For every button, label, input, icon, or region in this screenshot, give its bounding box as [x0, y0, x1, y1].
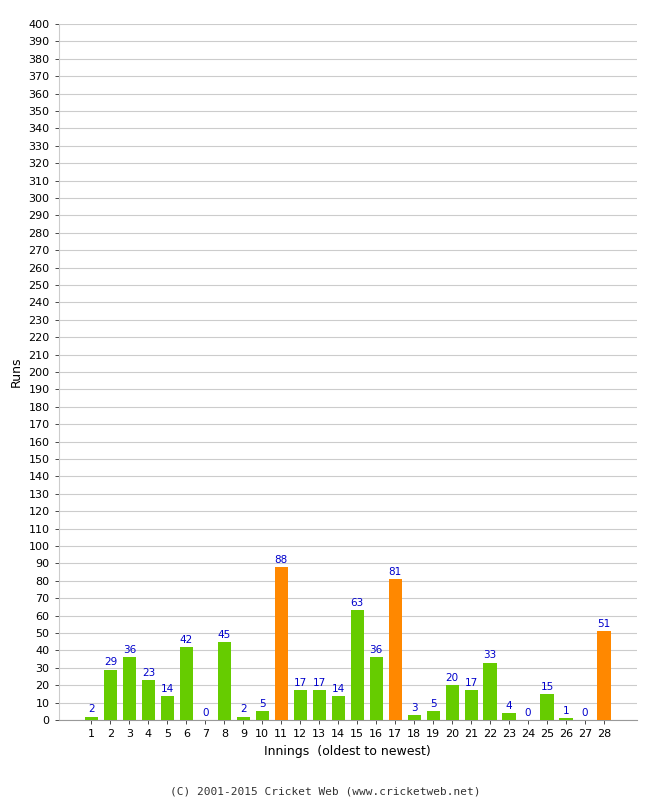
Bar — [255, 711, 269, 720]
Text: 17: 17 — [465, 678, 478, 688]
Text: 33: 33 — [484, 650, 497, 661]
Bar — [123, 658, 136, 720]
Text: 15: 15 — [541, 682, 554, 692]
Bar — [389, 579, 402, 720]
Text: 17: 17 — [294, 678, 307, 688]
Text: 2: 2 — [88, 705, 95, 714]
Text: 81: 81 — [389, 567, 402, 577]
Bar — [350, 610, 364, 720]
Text: 2: 2 — [240, 705, 246, 714]
Text: 5: 5 — [430, 699, 437, 710]
Bar — [370, 658, 383, 720]
Bar — [465, 690, 478, 720]
Text: 0: 0 — [525, 708, 531, 718]
Text: 4: 4 — [506, 701, 512, 711]
Text: 0: 0 — [202, 708, 209, 718]
Bar — [179, 647, 193, 720]
Text: 14: 14 — [332, 683, 345, 694]
Text: 88: 88 — [275, 554, 288, 565]
X-axis label: Innings  (oldest to newest): Innings (oldest to newest) — [265, 745, 431, 758]
Bar — [294, 690, 307, 720]
Bar — [484, 662, 497, 720]
Text: 5: 5 — [259, 699, 266, 710]
Bar — [104, 670, 117, 720]
Text: 17: 17 — [313, 678, 326, 688]
Text: 0: 0 — [582, 708, 588, 718]
Text: (C) 2001-2015 Cricket Web (www.cricketweb.net): (C) 2001-2015 Cricket Web (www.cricketwe… — [170, 786, 480, 796]
Text: 14: 14 — [161, 683, 174, 694]
Text: 42: 42 — [180, 635, 193, 645]
Text: 3: 3 — [411, 702, 417, 713]
Bar — [426, 711, 440, 720]
Text: 36: 36 — [370, 646, 383, 655]
Bar — [560, 718, 573, 720]
Text: 1: 1 — [563, 706, 569, 716]
Bar — [84, 717, 98, 720]
Bar — [502, 713, 516, 720]
Text: 63: 63 — [350, 598, 364, 608]
Bar — [313, 690, 326, 720]
Bar — [332, 696, 345, 720]
Text: 29: 29 — [104, 658, 117, 667]
Y-axis label: Runs: Runs — [10, 357, 23, 387]
Text: 20: 20 — [446, 673, 459, 683]
Bar — [275, 567, 288, 720]
Bar — [161, 696, 174, 720]
Text: 23: 23 — [142, 668, 155, 678]
Bar — [597, 631, 611, 720]
Text: 51: 51 — [597, 619, 611, 629]
Text: 45: 45 — [218, 630, 231, 640]
Bar — [142, 680, 155, 720]
Bar — [218, 642, 231, 720]
Bar — [540, 694, 554, 720]
Bar — [408, 714, 421, 720]
Bar — [445, 685, 459, 720]
Bar — [237, 717, 250, 720]
Text: 36: 36 — [123, 646, 136, 655]
